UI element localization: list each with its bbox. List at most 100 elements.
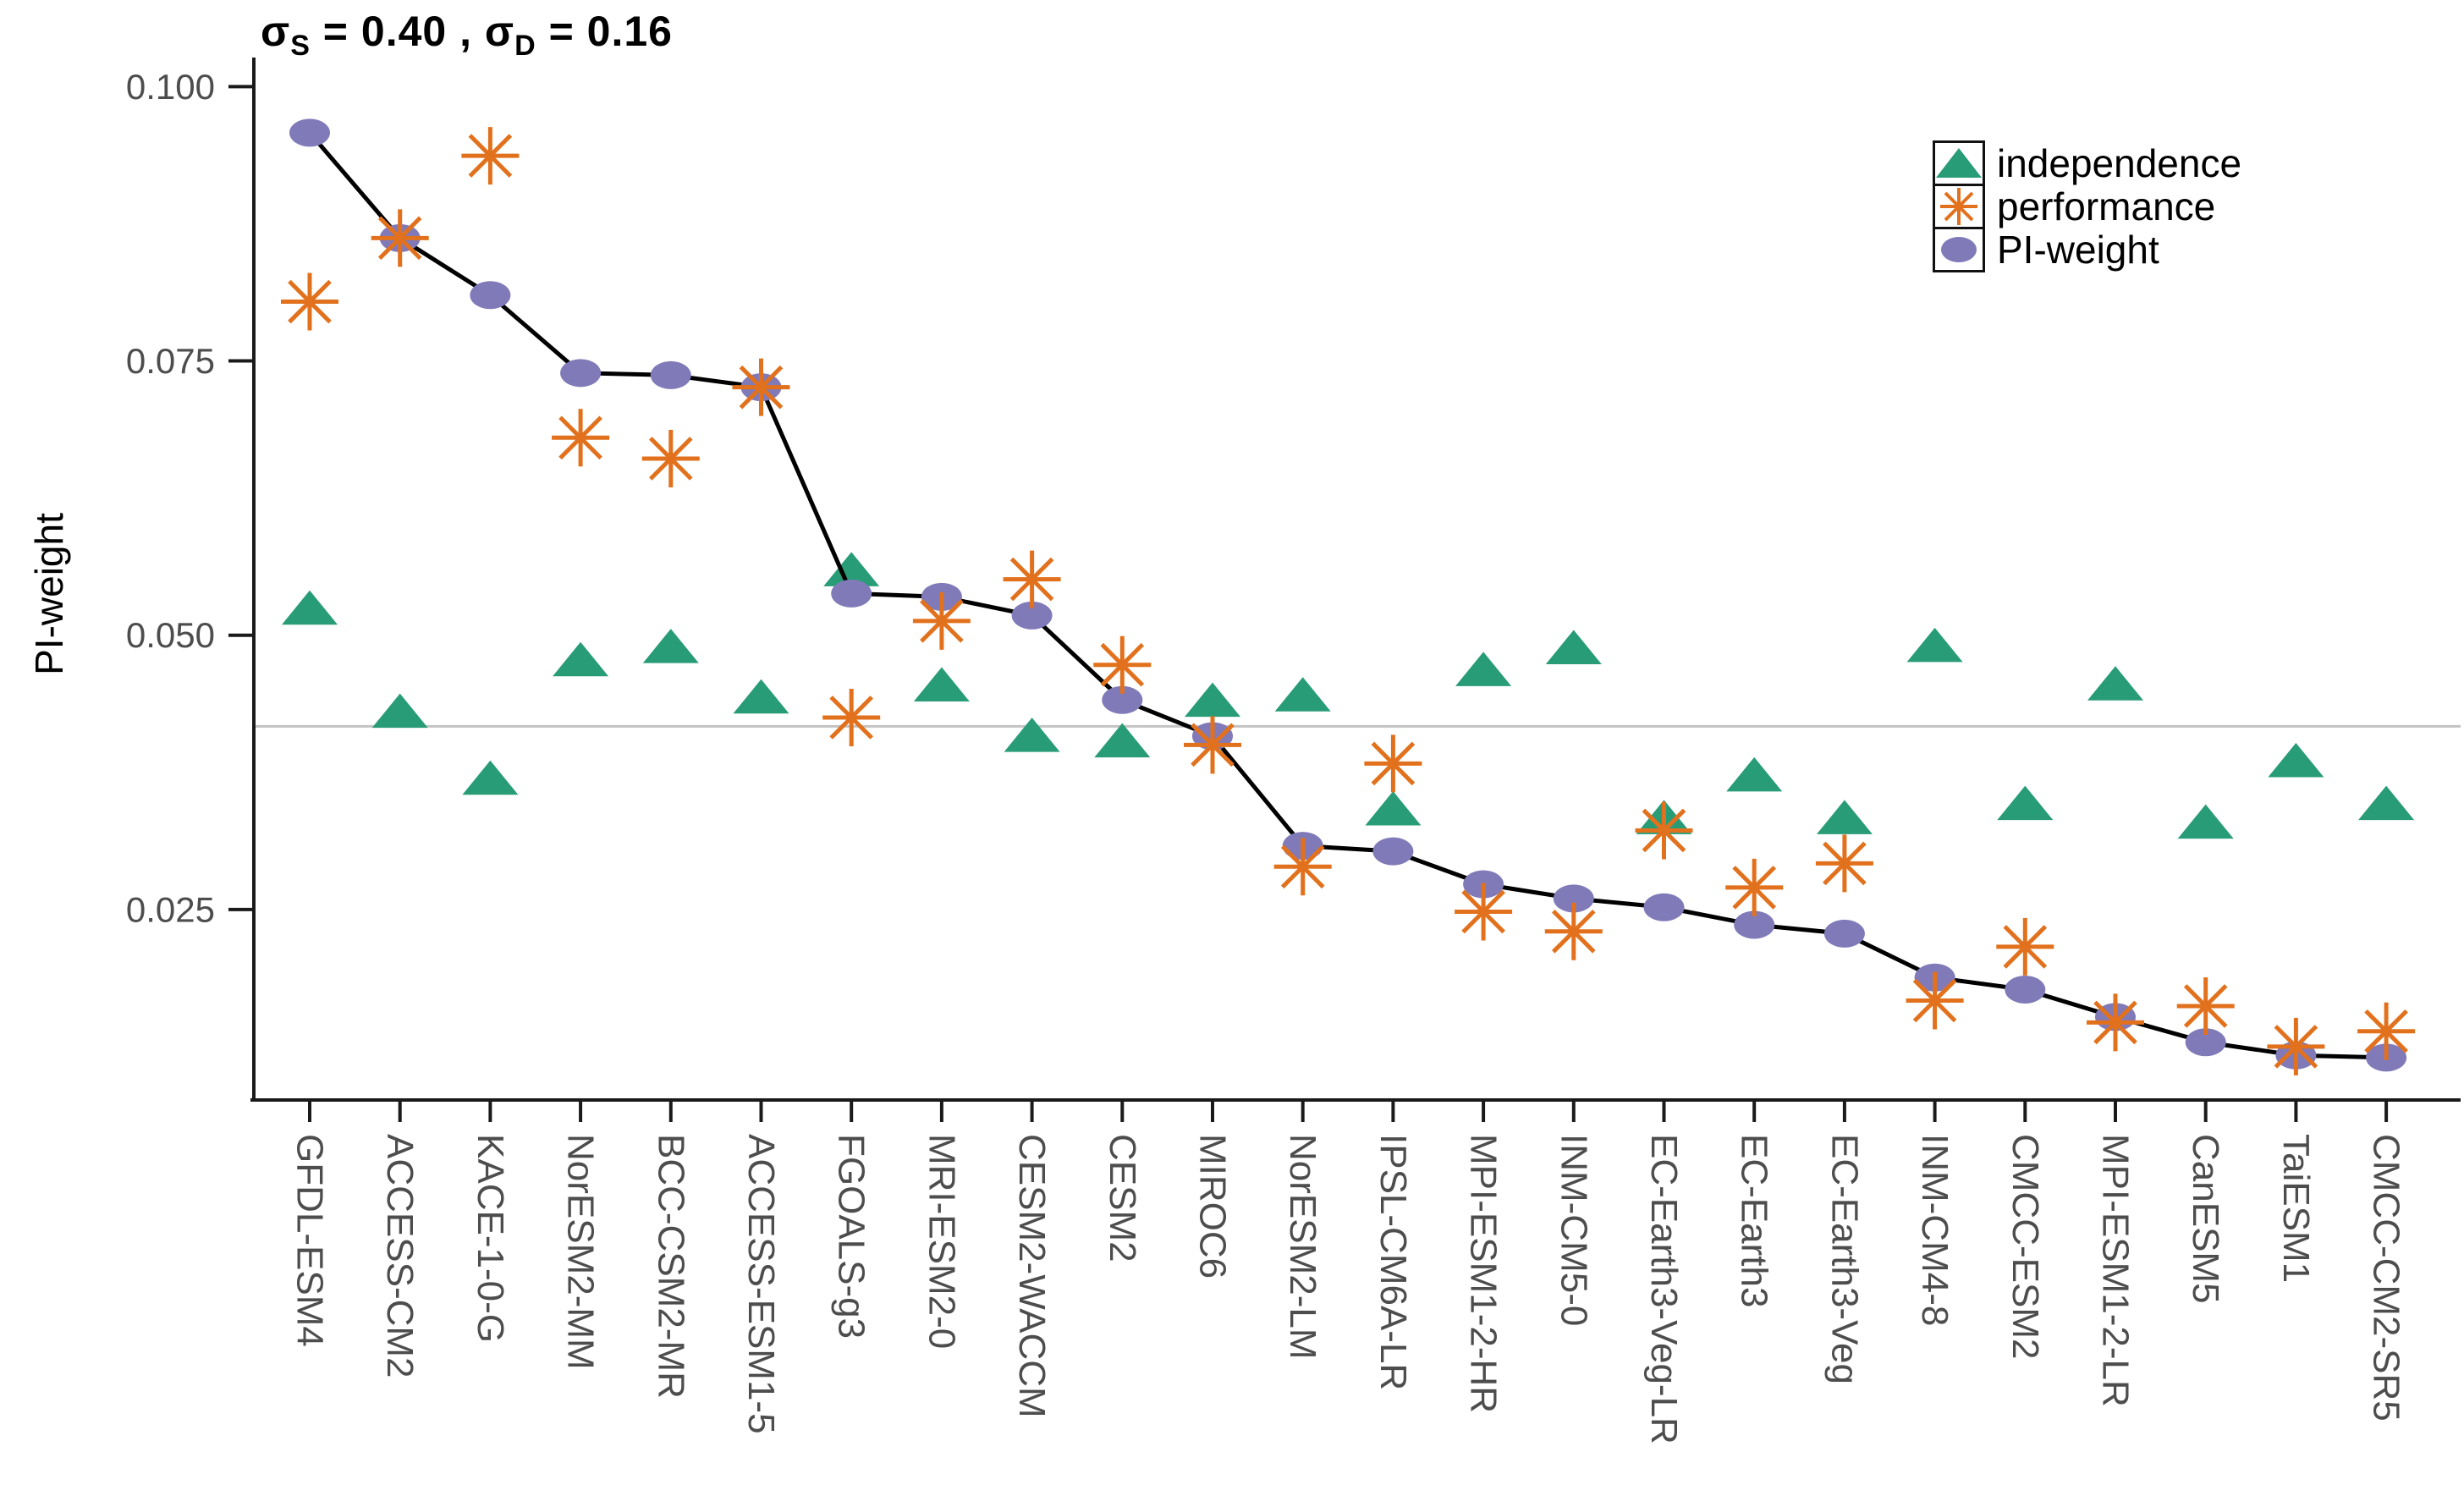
x-category-label: INM-CM4-8 [1914, 1134, 1955, 1326]
x-category-label: EC-Earth3-Veg [1823, 1134, 1865, 1384]
x-category-label: GFDL-ESM4 [289, 1134, 331, 1347]
pi-weight-marker [1553, 884, 1594, 913]
independence-marker [1997, 785, 2054, 821]
circle-icon [1933, 227, 1985, 272]
x-category-label: TaiESM1 [2275, 1134, 2317, 1283]
pi-weight-marker [1643, 893, 1685, 921]
x-category-label: CMCC-ESM2 [2005, 1134, 2046, 1359]
performance-marker [822, 688, 881, 746]
legend-item-independence: independence [1933, 140, 2241, 186]
pi-weight-marker [470, 281, 511, 310]
pi-weight-marker [831, 579, 872, 608]
performance-marker [1906, 971, 1964, 1030]
performance-marker [1273, 838, 1332, 896]
independence-marker [733, 679, 789, 714]
y-tick-label: 0.025 [126, 889, 215, 929]
performance-marker [1455, 883, 1513, 941]
legend-label: PI-weight [1997, 228, 2159, 272]
performance-marker [1364, 734, 1422, 793]
performance-marker [1003, 550, 1061, 608]
performance-marker [281, 272, 338, 331]
chart-title: σS = 0.40 , σD = 0.16 [261, 8, 673, 62]
performance-marker [732, 358, 790, 416]
pi-weight-marker [2185, 1028, 2226, 1057]
performance-marker [371, 209, 429, 267]
y-tick-label: 0.075 [126, 341, 215, 381]
x-category-label: MIROC6 [1192, 1134, 1234, 1279]
legend: independence performance PI-weight [1933, 140, 2241, 272]
independence-marker [553, 641, 609, 677]
legend-label: performance [1997, 184, 2216, 228]
independence-marker [1726, 756, 1783, 792]
pi-weight-marker [289, 118, 330, 147]
y-tick-label: 0.050 [126, 615, 215, 655]
x-category-label: BCC-CSM2-MR [650, 1134, 691, 1399]
performance-marker [1544, 902, 1603, 960]
performance-marker [2357, 1002, 2416, 1060]
x-category-label: NorESM2-MM [560, 1134, 602, 1370]
legend-label: independence [1997, 141, 2242, 185]
independence-marker [371, 693, 428, 729]
pi-weight-marker [1102, 685, 1143, 714]
x-category-label: CanESM5 [2185, 1134, 2226, 1304]
x-category-label: ACCESS-CM2 [379, 1134, 421, 1378]
independence-marker [823, 552, 880, 586]
x-category-label: EC-Earth3 [1734, 1134, 1775, 1307]
pi-weight-marker [560, 359, 602, 388]
pi-weight-marker [1011, 601, 1053, 630]
triangle-icon [1933, 140, 1985, 186]
independence-marker [1274, 677, 1331, 712]
independence-marker [1545, 630, 1602, 664]
independence-marker [1004, 718, 1060, 752]
independence-marker [1185, 682, 1240, 718]
independence-marker [1365, 791, 1422, 826]
performance-marker [1725, 858, 1784, 916]
performance-marker [641, 429, 700, 487]
x-category-label: INM-CM5-0 [1553, 1134, 1594, 1326]
independence-marker [282, 590, 338, 625]
performance-marker [1815, 834, 1873, 893]
independence-marker [1455, 652, 1512, 686]
performance-marker [912, 591, 971, 650]
x-category-label: EC-Earth3-Veg-LR [1643, 1134, 1685, 1444]
independence-marker [1094, 723, 1151, 758]
performance-marker [552, 409, 610, 467]
x-category-label: NorESM2-LM [1282, 1134, 1323, 1360]
x-category-label: IPSL-CM6A-LR [1372, 1134, 1414, 1390]
pi-weight-marker [1734, 910, 1775, 939]
independence-marker [1906, 627, 1963, 663]
pi-weight-marker [1823, 919, 1865, 948]
pi-weight-marker [650, 360, 691, 389]
performance-marker [1996, 917, 2054, 976]
x-category-label: MPI-ESM1-2-HR [1463, 1134, 1504, 1413]
independence-marker [462, 760, 519, 795]
performance-marker [1635, 801, 1693, 860]
x-category-label: MPI-ESM1-2-LR [2095, 1134, 2137, 1407]
pi-weight-marker [1372, 837, 1414, 866]
performance-marker [461, 127, 520, 185]
x-category-label: FGOALS-g3 [831, 1134, 872, 1339]
independence-marker [2177, 804, 2234, 839]
independence-marker [642, 629, 699, 663]
independence-marker [2268, 742, 2324, 778]
independence-marker [2358, 785, 2415, 821]
legend-item-performance: performance [1933, 184, 2241, 229]
independence-marker [913, 667, 970, 702]
independence-marker [1816, 800, 1873, 834]
x-category-label: CMCC-CM2-SR5 [2366, 1134, 2407, 1422]
x-category-label: KACE-1-0-G [470, 1134, 511, 1343]
asterisk-icon [1933, 184, 1985, 229]
y-axis-title: PI-weight [27, 513, 71, 675]
x-category-label: CESM2 [1102, 1134, 1143, 1262]
legend-item-pi-weight: PI-weight [1933, 227, 2241, 272]
performance-marker [1184, 716, 1241, 774]
x-category-label: CESM2-WACCM [1011, 1134, 1053, 1418]
x-category-label: MRI-ESM2-0 [921, 1134, 962, 1349]
performance-marker [1093, 635, 1152, 694]
performance-marker [2087, 993, 2144, 1052]
pi-weight-marker [2005, 976, 2046, 1004]
y-tick-label: 0.100 [126, 67, 215, 107]
x-category-label: ACCESS-ESM1-5 [740, 1134, 782, 1434]
independence-marker [2087, 666, 2143, 701]
